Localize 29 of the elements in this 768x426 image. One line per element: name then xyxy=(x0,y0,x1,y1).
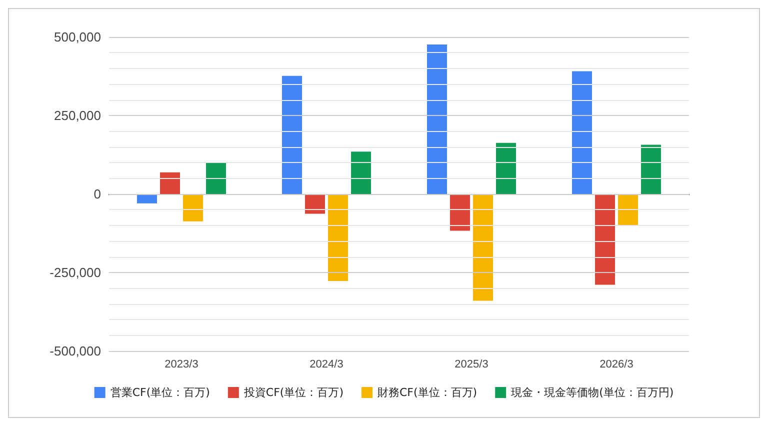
x-tick-label: 2026/3 xyxy=(600,358,634,370)
x-tick-label: 2023/3 xyxy=(164,358,198,370)
bar xyxy=(183,194,203,222)
bar xyxy=(473,194,493,301)
x-tick-label: 2025/3 xyxy=(454,358,488,370)
bar xyxy=(137,194,157,204)
legend-label: 財務CF(単位：百万) xyxy=(378,386,478,399)
bar xyxy=(450,194,470,231)
bar xyxy=(305,194,325,214)
bar xyxy=(641,144,661,194)
y-tick-label: -500,000 xyxy=(50,344,101,358)
bar xyxy=(328,194,348,281)
bar xyxy=(160,172,180,194)
bar xyxy=(496,142,516,194)
bar xyxy=(595,194,615,285)
y-tick-label: -250,000 xyxy=(50,265,101,280)
y-tick-label: 250,000 xyxy=(54,108,101,123)
bar xyxy=(282,76,302,194)
bar xyxy=(618,194,638,226)
legend-label: 現金・現金等価物(単位：百万円) xyxy=(511,386,674,399)
bar xyxy=(351,152,371,194)
bar xyxy=(206,162,226,194)
bar xyxy=(427,44,447,194)
y-tick-label: 500,000 xyxy=(54,30,101,44)
legend-label: 営業CF(単位：百万) xyxy=(110,386,210,399)
bar xyxy=(572,71,592,194)
y-tick-label: 0 xyxy=(94,186,101,202)
legend-label: 投資CF(単位：百万) xyxy=(242,386,344,399)
x-tick-label: 2024/3 xyxy=(310,358,344,370)
